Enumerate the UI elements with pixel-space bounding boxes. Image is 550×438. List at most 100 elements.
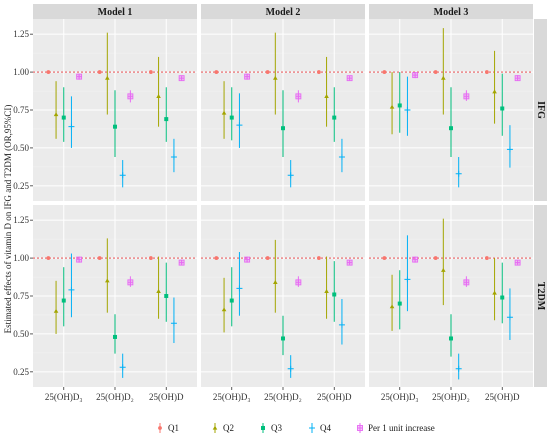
point-marker bbox=[382, 70, 387, 74]
data-point-q1 bbox=[148, 70, 153, 74]
point-marker bbox=[156, 93, 161, 98]
x-tick-label-col-2: 25(OH)D bbox=[317, 392, 352, 402]
point-marker-cross bbox=[463, 279, 469, 285]
point-marker bbox=[295, 93, 302, 100]
point-marker bbox=[492, 290, 497, 295]
data-point-q4 bbox=[287, 160, 294, 188]
data-point-per-1-unit-increase bbox=[244, 73, 251, 80]
legend-label: Per 1 unit increase bbox=[368, 423, 435, 433]
data-point-q3 bbox=[449, 87, 453, 158]
legend-item-q3: Q3 bbox=[261, 423, 282, 433]
data-point-q2 bbox=[389, 72, 395, 135]
point-marker-cross bbox=[347, 75, 353, 81]
point-marker bbox=[514, 259, 521, 266]
legend-item-q1: Q1 bbox=[158, 423, 179, 433]
point-marker-cross bbox=[179, 260, 185, 266]
strip-label-col-1: Model 1 bbox=[98, 7, 133, 18]
data-point-q3 bbox=[113, 90, 117, 158]
point-marker bbox=[514, 75, 521, 82]
data-point-q4 bbox=[287, 355, 294, 378]
x-tick-label-col-1: 25(OH)D bbox=[149, 392, 184, 402]
data-point-per-1-unit-increase bbox=[412, 72, 419, 79]
point-marker bbox=[281, 126, 285, 131]
data-point-q2 bbox=[105, 238, 110, 313]
point-marker bbox=[273, 279, 278, 284]
legend-item-q4: Q4 bbox=[309, 423, 331, 433]
data-point-q4 bbox=[404, 76, 411, 136]
point-marker bbox=[178, 259, 185, 266]
data-point-q1 bbox=[148, 256, 153, 260]
point-marker bbox=[484, 70, 489, 74]
data-point-q2 bbox=[53, 81, 59, 139]
point-marker bbox=[346, 259, 353, 266]
point-marker bbox=[148, 70, 153, 74]
data-point-q2 bbox=[273, 32, 278, 115]
x-tick-label-col-2: 25(OH)D₂ bbox=[264, 392, 302, 402]
point-marker bbox=[156, 289, 161, 294]
point-marker-cross bbox=[76, 257, 82, 263]
data-point-q2 bbox=[492, 50, 497, 124]
point-marker bbox=[332, 292, 337, 297]
point-marker bbox=[105, 75, 110, 80]
point-marker bbox=[53, 112, 59, 117]
data-point-q3 bbox=[164, 87, 169, 142]
point-marker bbox=[506, 146, 513, 153]
point-marker bbox=[164, 117, 169, 122]
data-point-q1 bbox=[382, 256, 387, 260]
x-tick-label-col-3: 25(OH)D₃ bbox=[381, 392, 419, 402]
data-point-q2 bbox=[324, 256, 329, 319]
point-marker bbox=[170, 320, 177, 327]
point-marker bbox=[76, 256, 83, 263]
data-point-q2 bbox=[156, 256, 161, 319]
data-point-per-1-unit-increase bbox=[76, 256, 83, 263]
data-point-q2 bbox=[441, 218, 446, 306]
point-marker bbox=[76, 73, 83, 80]
data-point-q1 bbox=[484, 70, 489, 74]
data-point-per-1-unit-increase bbox=[295, 90, 302, 103]
data-point-q3 bbox=[397, 270, 402, 330]
strip-model-3 bbox=[369, 4, 533, 19]
x-tick-label-col-3: 25(OH)D bbox=[485, 392, 520, 402]
strip-t2dm bbox=[534, 205, 547, 387]
data-point-q2 bbox=[105, 32, 110, 115]
point-marker bbox=[484, 256, 489, 260]
point-marker bbox=[433, 70, 438, 74]
point-marker bbox=[404, 107, 411, 113]
data-point-q3 bbox=[281, 90, 285, 158]
data-point-q4 bbox=[170, 138, 177, 173]
x-tick-label-col-2: 25(OH)D₃ bbox=[213, 392, 251, 402]
data-point-q2 bbox=[492, 258, 497, 321]
panels-layer bbox=[33, 19, 533, 387]
point-marker-cross bbox=[515, 260, 521, 266]
data-point-q2 bbox=[53, 280, 59, 334]
y-tick-label-row-1: 0.75 bbox=[13, 105, 29, 115]
data-point-q3 bbox=[113, 314, 117, 354]
data-point-q2 bbox=[221, 81, 227, 139]
strip-label-col-2: Model 2 bbox=[266, 7, 301, 18]
point-marker bbox=[441, 267, 446, 272]
data-point-q4 bbox=[455, 353, 462, 380]
data-point-q2 bbox=[273, 239, 278, 313]
data-point-q1 bbox=[46, 256, 51, 260]
legend-label: Q3 bbox=[271, 423, 282, 433]
x-tick-label-col-1: 25(OH)D₂ bbox=[96, 392, 134, 402]
point-marker bbox=[214, 256, 219, 260]
y-axis-title: Estimated effects of vitamin D on IFG an… bbox=[3, 105, 13, 334]
point-marker bbox=[287, 365, 294, 372]
data-point-per-1-unit-increase bbox=[244, 256, 251, 263]
point-marker bbox=[46, 256, 51, 260]
strip-label-row-1: IFG bbox=[535, 101, 546, 119]
point-marker bbox=[244, 73, 251, 80]
point-marker bbox=[455, 170, 462, 177]
point-marker-cross bbox=[412, 257, 418, 263]
point-marker bbox=[119, 172, 126, 179]
point-marker bbox=[404, 276, 411, 283]
point-marker bbox=[281, 336, 285, 341]
data-point-q1 bbox=[265, 70, 270, 74]
data-point-per-1-unit-increase bbox=[346, 75, 353, 82]
legend-label: Q2 bbox=[223, 423, 234, 433]
data-point-q4 bbox=[119, 160, 126, 188]
point-marker bbox=[265, 256, 270, 260]
point-marker bbox=[500, 106, 505, 111]
